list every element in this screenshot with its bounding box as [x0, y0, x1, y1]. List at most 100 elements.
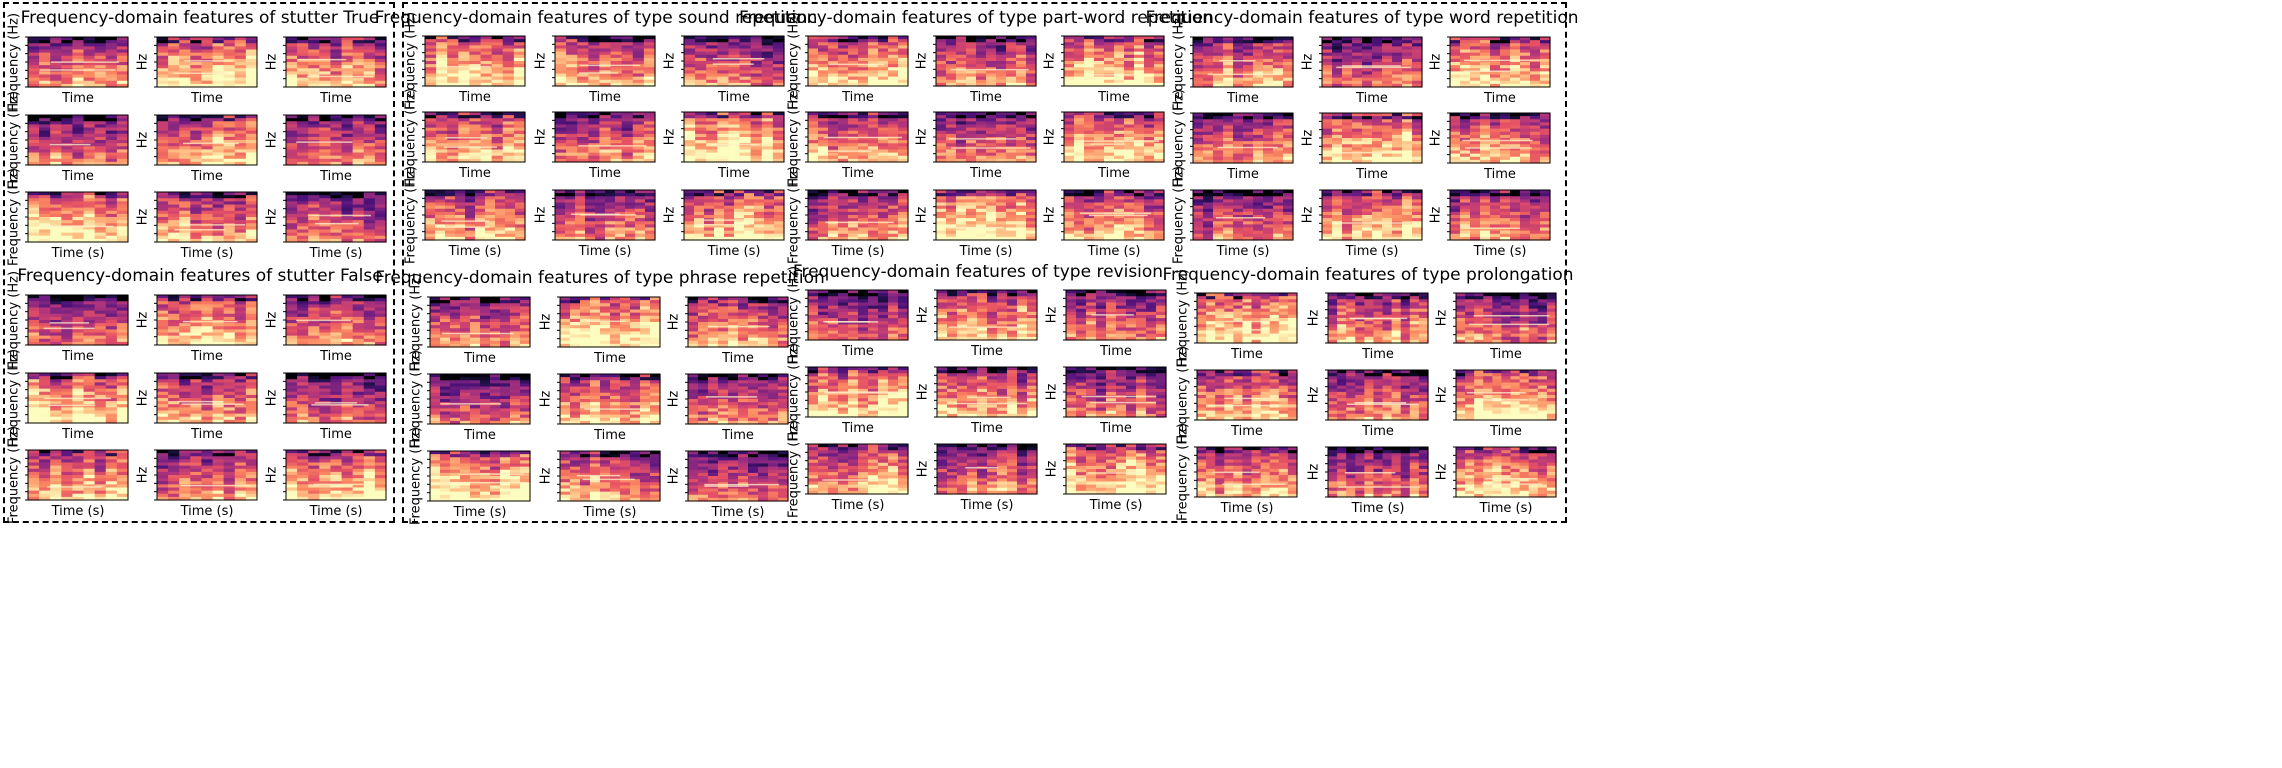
x-axis-label: Time — [718, 166, 750, 181]
spectrogram-cell — [761, 143, 774, 147]
spectrogram-cell — [491, 121, 504, 126]
spectrogram-cell — [245, 450, 258, 454]
spectrogram-cell — [848, 51, 859, 56]
spectrogram-cell — [1026, 36, 1037, 40]
spectrogram-cell — [50, 198, 62, 202]
x-axis-label: Time (s) — [309, 246, 363, 261]
spectrogram-cell — [201, 217, 214, 221]
spectrogram-cell — [946, 76, 957, 81]
spectrogram-cell — [888, 155, 899, 160]
spectrogram-cell — [190, 307, 203, 312]
spectrogram-cell — [898, 64, 909, 68]
spectrogram-cell — [286, 382, 298, 387]
spectrogram-cell — [105, 58, 118, 63]
spectrogram-cell — [363, 301, 376, 305]
spectrogram-cell — [212, 335, 225, 340]
spectrogram-cell — [179, 413, 191, 418]
spectrogram-cell — [447, 149, 459, 154]
spectrogram-cell — [83, 127, 96, 132]
spectrogram-cell — [1064, 70, 1075, 75]
spectrogram-cell — [94, 404, 107, 408]
spectrogram-cell — [491, 143, 504, 147]
spectrogram-cell — [447, 115, 459, 119]
spectrogram-cell — [480, 146, 493, 151]
spectrogram-cell — [190, 83, 203, 88]
spectrogram-cell — [888, 67, 899, 71]
spectrogram-cell — [83, 332, 96, 337]
spectrogram-cell — [297, 235, 309, 240]
spectrogram-cell — [61, 493, 74, 498]
spectrogram-cell — [83, 298, 96, 302]
spectrogram-cell — [1074, 64, 1085, 68]
spectrogram-cell — [94, 468, 107, 473]
spectrogram-cell — [212, 391, 225, 396]
spectrogram-cell — [868, 130, 879, 135]
spectrogram-cell — [341, 204, 354, 209]
spectrogram-cell — [223, 338, 236, 343]
spectrogram-cell — [28, 338, 40, 343]
spectrogram-cell — [179, 68, 191, 72]
spectrogram-cell — [828, 45, 839, 50]
spectrogram-cell — [1016, 70, 1027, 75]
spectrogram-cell — [1094, 76, 1105, 81]
spectrogram-cell — [297, 453, 309, 457]
spectrogram-cell — [201, 453, 214, 457]
spectrogram-cell — [61, 52, 74, 57]
spectrogram-cell — [212, 229, 225, 234]
spectrogram-cell — [695, 57, 707, 62]
spectrogram-cell — [621, 121, 634, 126]
spectrogram-cell — [50, 77, 62, 82]
spectrogram-cell — [455, 196, 466, 200]
spectrogram-cell — [555, 227, 566, 232]
spectrogram-cell — [684, 82, 696, 87]
spectrogram-cell — [632, 70, 645, 75]
spectrogram-cell — [157, 453, 169, 457]
spectrogram-cell — [234, 329, 247, 334]
spectrogram-cell — [436, 130, 448, 135]
spectrogram-cell — [1006, 51, 1017, 56]
spectrogram-cell — [878, 118, 889, 122]
spectrogram-cell — [190, 382, 203, 387]
spectrogram-cell — [341, 201, 354, 206]
spectrogram-cell — [201, 301, 214, 305]
spectrogram-cell — [286, 394, 298, 399]
spectrogram-cell — [858, 130, 869, 135]
spectrogram-cell — [157, 329, 169, 334]
spectrogram-cell — [319, 329, 332, 334]
spectrogram-cell — [704, 236, 715, 241]
spectrogram-cell — [308, 307, 320, 312]
spectrogram-cell — [363, 462, 376, 467]
spectrogram-cell — [72, 55, 85, 60]
spectrogram-cell — [754, 193, 765, 197]
spectrogram-cell — [956, 79, 967, 84]
spectrogram-cell — [632, 39, 645, 43]
spectrogram-cell — [286, 207, 298, 212]
spectrogram-cell — [179, 304, 191, 309]
spectrogram-cell — [363, 329, 376, 334]
spectrogram-cell — [374, 385, 387, 390]
spectrogram-cell — [502, 42, 515, 46]
spectrogram-cell — [330, 382, 343, 387]
spectrogram-cell — [425, 190, 436, 194]
spectrogram-cell — [828, 73, 839, 78]
spectrogram-cell — [695, 45, 707, 50]
spectrogram-cell — [245, 335, 258, 340]
spectrogram-cell — [94, 373, 107, 377]
spectrogram-cell — [83, 204, 96, 209]
spectrogram-cell — [61, 201, 74, 206]
spectrogram-cell — [465, 236, 476, 241]
spectrogram-cell — [625, 193, 636, 197]
spectrogram-cell — [455, 199, 466, 204]
spectrogram-cell — [599, 127, 612, 132]
spectrogram-cell — [352, 58, 365, 63]
spectrogram-cell — [94, 83, 107, 88]
spectrogram-cell — [491, 36, 504, 40]
spectrogram-cell — [956, 54, 967, 59]
spectrogram-cell — [577, 79, 589, 84]
spectrogram-cell — [61, 323, 74, 327]
spectrogram-cell — [761, 127, 774, 132]
spectrogram-cell — [1084, 70, 1095, 75]
spectrogram-cell — [297, 307, 309, 312]
spectrogram-cell — [436, 127, 448, 132]
spectrogram-cell — [94, 462, 107, 467]
